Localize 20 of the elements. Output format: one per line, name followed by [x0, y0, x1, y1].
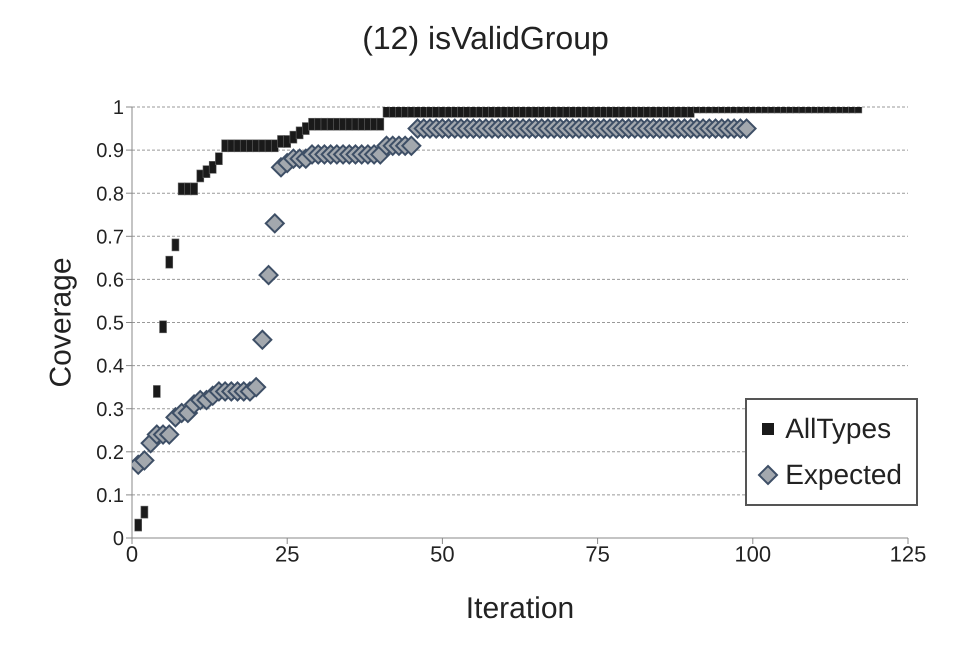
y-tick-label: 0.1	[96, 485, 124, 507]
y-tick-label: 0.2	[96, 442, 124, 464]
x-tick-label: 125	[890, 542, 926, 567]
y-tick-label: 0.6	[96, 270, 124, 292]
legend-label: Expected	[785, 458, 902, 492]
y-axis-title: Coverage	[44, 257, 78, 388]
x-axis-title: Iteration	[466, 592, 574, 625]
y-tick-label: 0.5	[96, 312, 124, 335]
y-tick-label: 1	[112, 97, 124, 120]
x-tick-label: 25	[274, 542, 300, 567]
y-tick-label: 0.3	[96, 398, 124, 421]
legend-label: AllTypes	[785, 412, 892, 446]
x-tick-label: 100	[734, 542, 772, 567]
x-tick-label: 50	[430, 542, 455, 567]
y-tick-label: 0.9	[96, 140, 124, 162]
y-tick-label: 0.4	[96, 356, 124, 378]
x-tick-label: 75	[585, 542, 610, 567]
y-tick-label: 0.8	[96, 183, 124, 206]
chart-title: (12) isValidGroup	[361, 19, 610, 58]
y-tick-label: 0.7	[96, 226, 124, 248]
